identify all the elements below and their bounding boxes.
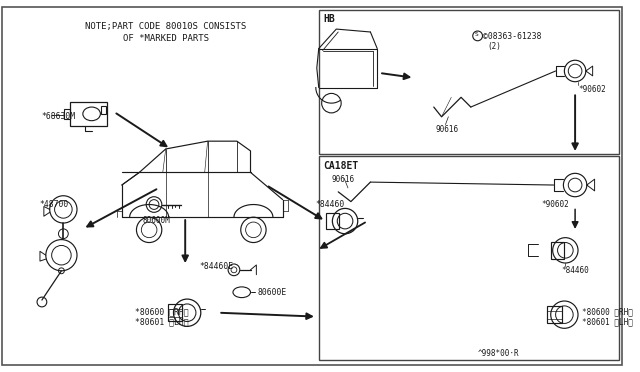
Text: *48700: *48700 <box>39 200 68 209</box>
Text: NOTE;PART CODE 80010S CONSISTS: NOTE;PART CODE 80010S CONSISTS <box>85 22 246 31</box>
Text: *90602: *90602 <box>541 200 569 209</box>
Text: ©08363-61238: ©08363-61238 <box>483 32 542 41</box>
Text: *80601 〈LH〉: *80601 〈LH〉 <box>134 318 188 327</box>
Text: 90616: 90616 <box>332 175 355 184</box>
Text: (2): (2) <box>488 42 501 51</box>
Text: *84460: *84460 <box>561 266 589 275</box>
Bar <box>319 10 619 154</box>
Text: OF *MARKED PARTS: OF *MARKED PARTS <box>123 34 209 43</box>
Text: *80601 〈LH〉: *80601 〈LH〉 <box>582 318 633 327</box>
Text: S: S <box>475 32 479 37</box>
Bar <box>168 304 182 321</box>
Text: *80600 〈RH〉: *80600 〈RH〉 <box>134 308 188 317</box>
Bar <box>326 213 339 229</box>
Text: 80600M: 80600M <box>142 216 170 225</box>
Bar <box>70 102 108 126</box>
Bar <box>547 306 563 323</box>
Bar <box>65 109 70 119</box>
Text: ^998*00·R: ^998*00·R <box>477 349 519 357</box>
Text: 80600E: 80600E <box>257 288 287 297</box>
Bar <box>101 106 106 114</box>
Text: CA18ET: CA18ET <box>324 161 359 171</box>
Text: HB: HB <box>324 15 335 25</box>
Text: *84460E: *84460E <box>200 262 234 271</box>
Text: 90616: 90616 <box>436 125 459 134</box>
Bar <box>319 156 619 360</box>
Text: *84460: *84460 <box>316 200 345 209</box>
Bar <box>551 241 564 259</box>
Text: *80600 〈RH〉: *80600 〈RH〉 <box>582 307 633 316</box>
Text: *68630M: *68630M <box>41 112 75 121</box>
Text: *90602: *90602 <box>578 84 606 94</box>
